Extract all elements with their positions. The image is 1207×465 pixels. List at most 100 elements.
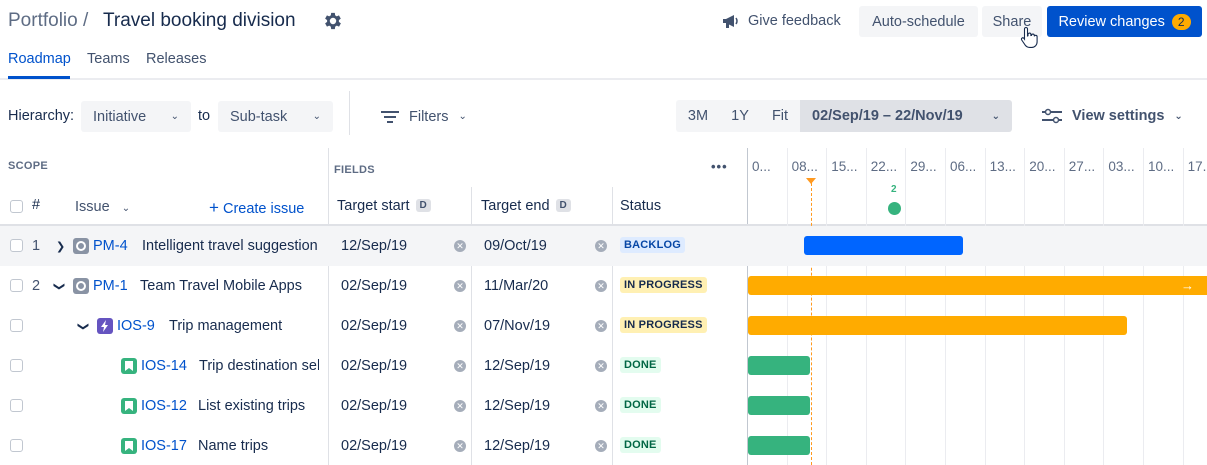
timeline-gridline bbox=[1182, 148, 1184, 465]
clear-date-icon[interactable]: ✕ bbox=[454, 240, 466, 252]
clear-date-icon[interactable]: ✕ bbox=[454, 320, 466, 332]
timeline-bar[interactable] bbox=[804, 236, 963, 255]
filters-button[interactable]: Filters ⌄ bbox=[381, 101, 467, 132]
gear-icon[interactable] bbox=[322, 10, 344, 32]
target-start-value[interactable]: 02/Sep/19 bbox=[341, 358, 408, 374]
timeline-week-label: 20... bbox=[1029, 159, 1056, 174]
timeline-bar[interactable] bbox=[748, 396, 810, 415]
target-end-value[interactable]: 12/Sep/19 bbox=[484, 358, 551, 374]
status-lozenge: DONE bbox=[620, 437, 661, 453]
zoom-1y-button[interactable]: 1Y bbox=[720, 100, 760, 132]
timeline-week-label: 10... bbox=[1148, 159, 1175, 174]
tab-teams[interactable]: Teams bbox=[87, 51, 130, 67]
give-feedback-label: Give feedback bbox=[748, 13, 841, 29]
column-divider bbox=[612, 187, 613, 465]
give-feedback-button[interactable]: Give feedback bbox=[722, 6, 841, 36]
row-checkbox[interactable] bbox=[10, 239, 23, 252]
initiative-icon bbox=[73, 278, 89, 294]
issue-key-link[interactable]: IOS-17 bbox=[141, 438, 187, 454]
target-end-value[interactable]: 07/Nov/19 bbox=[484, 318, 551, 334]
col-number-header: # bbox=[32, 197, 41, 213]
share-button[interactable]: Share bbox=[982, 6, 1042, 37]
fields-timeline-divider bbox=[747, 148, 748, 465]
clear-date-icon[interactable]: ✕ bbox=[595, 400, 607, 412]
col-target-end-header[interactable]: Target end D bbox=[481, 198, 571, 214]
timeline-bar[interactable] bbox=[748, 316, 1127, 335]
target-start-value[interactable]: 02/Sep/19 bbox=[341, 438, 408, 454]
timeline-bar[interactable] bbox=[748, 276, 1207, 295]
timeline-gridline bbox=[826, 148, 828, 465]
date-range-select[interactable]: 02/Sep/19 – 22/Nov/19 ⌄ bbox=[800, 100, 1012, 132]
clear-date-icon[interactable]: ✕ bbox=[595, 320, 607, 332]
col-target-start-label: Target start bbox=[337, 198, 410, 214]
create-issue-label: Create issue bbox=[222, 201, 305, 217]
hierarchy-from-value: Initiative bbox=[93, 108, 147, 125]
chevron-right-icon[interactable]: ❯ bbox=[56, 241, 66, 253]
target-end-value[interactable]: 12/Sep/19 bbox=[484, 438, 551, 454]
timeline-gridline bbox=[1063, 148, 1065, 465]
clear-date-icon[interactable]: ✕ bbox=[595, 360, 607, 372]
select-all-checkbox[interactable] bbox=[10, 200, 23, 213]
column-divider bbox=[471, 187, 472, 465]
chevron-down-icon[interactable]: ❯ bbox=[77, 321, 90, 332]
auto-schedule-button[interactable]: Auto-schedule bbox=[859, 6, 978, 37]
tab-releases[interactable]: Releases bbox=[146, 51, 207, 67]
row-checkbox[interactable] bbox=[10, 399, 23, 412]
target-end-value[interactable]: 12/Sep/19 bbox=[484, 398, 551, 414]
create-issue-button[interactable]: + Create issue bbox=[209, 198, 304, 218]
timeline-bar[interactable] bbox=[748, 436, 810, 455]
clear-date-icon[interactable]: ✕ bbox=[454, 360, 466, 372]
row-checkbox[interactable] bbox=[10, 359, 23, 372]
review-changes-button[interactable]: Review changes 2 bbox=[1047, 6, 1202, 37]
timeline-week-label: 13... bbox=[989, 159, 1016, 174]
target-end-value[interactable]: 11/Mar/20 bbox=[484, 278, 549, 294]
issue-summary: Trip management bbox=[169, 318, 283, 334]
scope-fields-divider bbox=[328, 148, 329, 465]
breadcrumb-portfolio[interactable]: Portfolio / bbox=[8, 10, 89, 31]
timeline-gridline bbox=[1143, 148, 1144, 465]
row-checkbox[interactable] bbox=[10, 319, 23, 332]
col-target-end-label: Target end bbox=[481, 198, 550, 214]
hierarchy-to-select[interactable]: Sub-task ⌄ bbox=[218, 101, 333, 132]
story-icon bbox=[121, 438, 137, 454]
status-lozenge: BACKLOG bbox=[620, 237, 686, 253]
issue-key-link[interactable]: PM-4 bbox=[93, 238, 128, 254]
col-target-start-header[interactable]: Target start D bbox=[337, 198, 431, 214]
release-marker[interactable] bbox=[888, 202, 901, 215]
issue-key-link[interactable]: IOS-14 bbox=[141, 358, 187, 374]
tab-roadmap[interactable]: Roadmap bbox=[8, 51, 71, 67]
target-start-value[interactable]: 02/Sep/19 bbox=[341, 398, 408, 414]
zoom-fit-button[interactable]: Fit bbox=[760, 100, 800, 132]
chevron-down-icon[interactable]: ❯ bbox=[53, 281, 66, 292]
col-status-header[interactable]: Status bbox=[620, 198, 662, 214]
clear-date-icon[interactable]: ✕ bbox=[595, 280, 607, 292]
zoom-3m-button[interactable]: 3M bbox=[676, 100, 720, 132]
view-settings-button[interactable]: View settings ⌄ bbox=[1042, 100, 1183, 132]
timeline-week-label: 22... bbox=[870, 159, 898, 174]
timeline-bar[interactable] bbox=[748, 356, 810, 375]
clear-date-icon[interactable]: ✕ bbox=[454, 280, 466, 292]
issue-key-link[interactable]: IOS-12 bbox=[141, 398, 187, 414]
row-checkbox[interactable] bbox=[10, 439, 23, 452]
target-end-value[interactable]: 09/Oct/19 bbox=[484, 238, 547, 254]
clear-date-icon[interactable]: ✕ bbox=[595, 240, 607, 252]
target-start-value[interactable]: 02/Sep/19 bbox=[341, 318, 408, 334]
issue-key-link[interactable]: IOS-9 bbox=[117, 318, 155, 334]
timeline-week-label: 0... bbox=[752, 159, 771, 174]
clear-date-icon[interactable]: ✕ bbox=[454, 400, 466, 412]
hierarchy-label: Hierarchy: bbox=[8, 108, 75, 124]
target-start-value[interactable]: 12/Sep/19 bbox=[341, 238, 408, 254]
clear-date-icon[interactable]: ✕ bbox=[595, 440, 607, 452]
issue-key-link[interactable]: PM-1 bbox=[93, 278, 128, 294]
arrow-right-icon: → bbox=[1181, 278, 1194, 293]
status-lozenge: IN PROGRESS bbox=[620, 317, 707, 333]
target-start-value[interactable]: 02/Sep/19 bbox=[341, 278, 408, 294]
date-range-value: 02/Sep/19 – 22/Nov/19 bbox=[812, 108, 963, 124]
row-checkbox[interactable] bbox=[10, 279, 23, 292]
clear-date-icon[interactable]: ✕ bbox=[454, 440, 466, 452]
status-lozenge: DONE bbox=[620, 357, 661, 373]
more-options-button[interactable]: ••• bbox=[711, 159, 728, 174]
hierarchy-from-select[interactable]: Initiative ⌄ bbox=[81, 101, 191, 132]
col-issue-header[interactable]: Issue ⌄ bbox=[75, 199, 130, 215]
issue-summary: Trip destination sel bbox=[199, 358, 319, 374]
